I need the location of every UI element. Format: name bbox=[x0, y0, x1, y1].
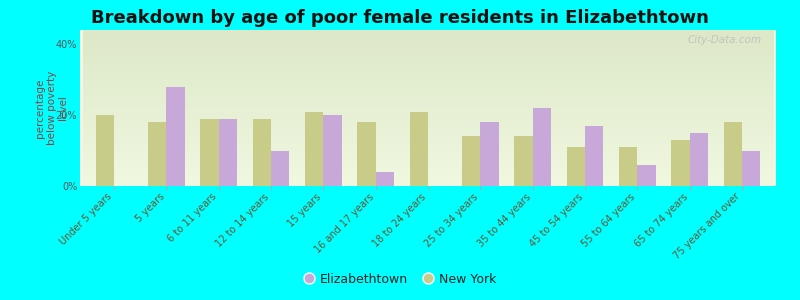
Bar bbox=[96, 115, 114, 186]
Bar bbox=[305, 112, 323, 186]
Bar bbox=[742, 151, 760, 186]
Bar bbox=[671, 140, 690, 186]
Bar bbox=[585, 126, 603, 186]
Bar bbox=[533, 108, 551, 186]
Bar bbox=[358, 122, 376, 186]
Bar bbox=[148, 122, 166, 186]
Bar bbox=[410, 112, 428, 186]
Bar bbox=[200, 118, 218, 186]
Bar bbox=[218, 118, 237, 186]
Bar bbox=[376, 172, 394, 186]
Bar bbox=[690, 133, 708, 186]
Bar bbox=[566, 147, 585, 186]
Bar bbox=[724, 122, 742, 186]
Text: City-Data.com: City-Data.com bbox=[688, 35, 762, 45]
Bar bbox=[166, 87, 185, 186]
Y-axis label: percentage
below poverty
level: percentage below poverty level bbox=[35, 71, 68, 145]
Bar bbox=[462, 136, 480, 186]
Text: Breakdown by age of poor female residents in Elizabethtown: Breakdown by age of poor female resident… bbox=[91, 9, 709, 27]
Bar bbox=[480, 122, 498, 186]
Bar bbox=[638, 165, 656, 186]
Bar bbox=[619, 147, 638, 186]
Legend: Elizabethtown, New York: Elizabethtown, New York bbox=[298, 268, 502, 291]
Bar bbox=[253, 118, 271, 186]
Bar bbox=[323, 115, 342, 186]
Bar bbox=[514, 136, 533, 186]
Bar bbox=[271, 151, 290, 186]
